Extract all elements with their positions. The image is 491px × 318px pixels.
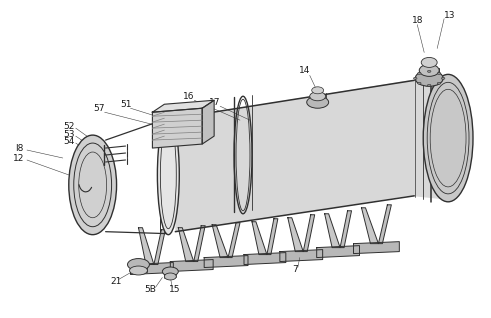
- Ellipse shape: [69, 135, 116, 235]
- Ellipse shape: [130, 266, 147, 275]
- Polygon shape: [379, 205, 391, 244]
- Ellipse shape: [307, 96, 328, 108]
- Polygon shape: [152, 100, 214, 112]
- Polygon shape: [178, 228, 194, 261]
- Ellipse shape: [128, 259, 149, 271]
- Ellipse shape: [419, 65, 439, 76]
- Text: l8: l8: [15, 143, 23, 153]
- Polygon shape: [152, 108, 202, 148]
- Text: 13: 13: [444, 11, 456, 20]
- Text: 17: 17: [209, 98, 221, 107]
- Polygon shape: [325, 214, 340, 248]
- Ellipse shape: [158, 115, 179, 235]
- Text: 51: 51: [121, 100, 132, 109]
- Text: 14: 14: [299, 66, 310, 75]
- Polygon shape: [170, 259, 213, 272]
- Text: 7: 7: [292, 265, 298, 274]
- Text: 18: 18: [411, 16, 423, 25]
- Ellipse shape: [415, 70, 443, 86]
- Text: 54: 54: [63, 136, 75, 146]
- Polygon shape: [340, 211, 352, 248]
- Text: 52: 52: [63, 122, 75, 131]
- Polygon shape: [280, 250, 323, 261]
- Ellipse shape: [312, 87, 324, 94]
- Polygon shape: [252, 222, 267, 255]
- Text: 16: 16: [183, 92, 194, 101]
- Ellipse shape: [423, 74, 473, 202]
- Text: 5B: 5B: [144, 285, 156, 294]
- Polygon shape: [361, 208, 379, 244]
- Polygon shape: [204, 256, 248, 267]
- Ellipse shape: [421, 58, 437, 67]
- Ellipse shape: [428, 70, 431, 73]
- Text: 12: 12: [13, 154, 25, 162]
- Polygon shape: [138, 228, 154, 265]
- Text: 15: 15: [168, 285, 180, 294]
- Text: 53: 53: [63, 130, 75, 139]
- Ellipse shape: [163, 267, 178, 276]
- Polygon shape: [212, 225, 228, 258]
- Polygon shape: [175, 80, 449, 232]
- Polygon shape: [228, 223, 240, 258]
- Ellipse shape: [164, 273, 176, 280]
- Ellipse shape: [418, 82, 421, 84]
- Ellipse shape: [441, 77, 445, 80]
- Text: 57: 57: [93, 104, 105, 113]
- Polygon shape: [244, 252, 286, 265]
- Ellipse shape: [437, 73, 441, 74]
- Polygon shape: [154, 230, 165, 265]
- Ellipse shape: [428, 84, 431, 86]
- Polygon shape: [354, 242, 399, 253]
- Polygon shape: [288, 218, 303, 252]
- Ellipse shape: [413, 77, 417, 80]
- Polygon shape: [194, 226, 205, 261]
- Ellipse shape: [437, 82, 441, 84]
- Ellipse shape: [418, 73, 421, 74]
- Polygon shape: [317, 245, 359, 258]
- Polygon shape: [202, 100, 214, 144]
- Polygon shape: [303, 215, 315, 252]
- Polygon shape: [267, 219, 278, 255]
- Text: 21: 21: [110, 277, 121, 286]
- Polygon shape: [131, 263, 173, 274]
- Ellipse shape: [310, 92, 326, 101]
